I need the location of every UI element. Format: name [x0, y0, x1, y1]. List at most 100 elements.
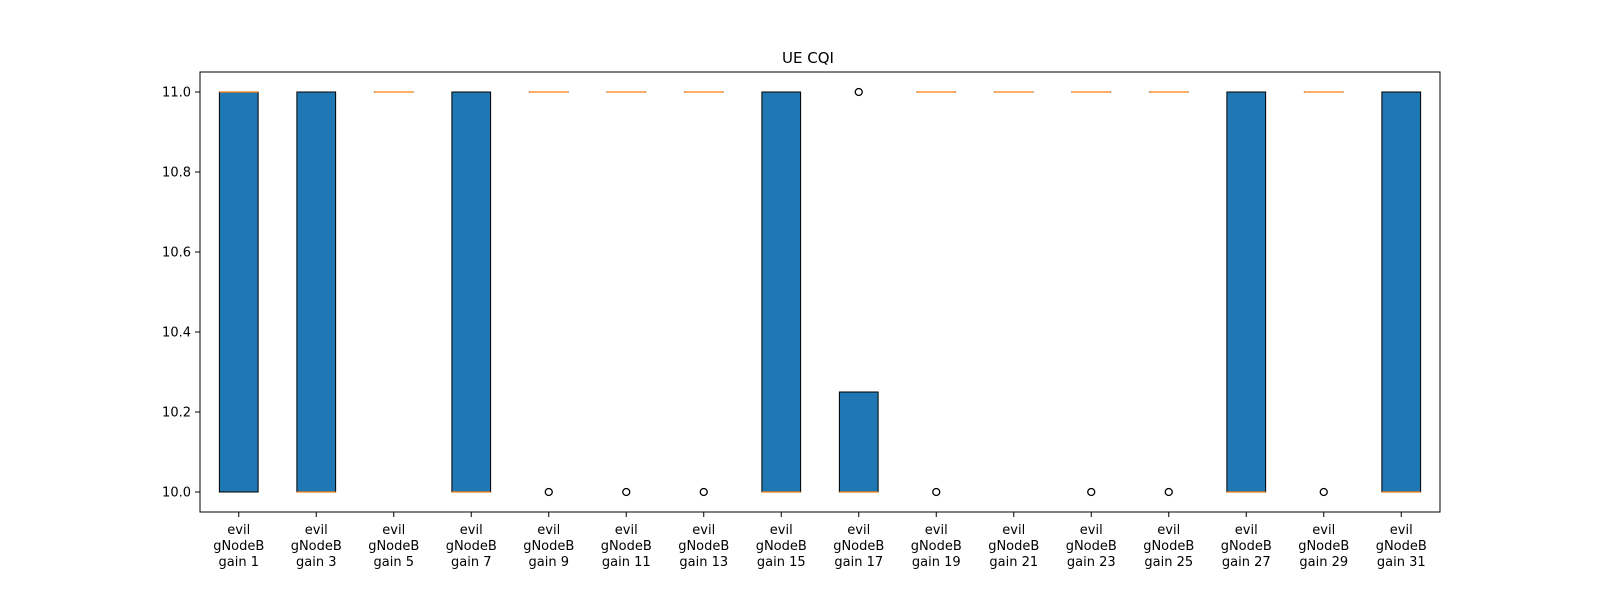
- x-tick-label-line: gain 7: [451, 555, 491, 570]
- x-tick-label-line: gNodeB: [988, 539, 1039, 554]
- x-tick-label-line: gain 27: [1222, 555, 1271, 570]
- x-tick-label-line: gain 29: [1299, 555, 1348, 570]
- x-tick-label-line: gNodeB: [1143, 539, 1194, 554]
- x-tick-label-line: evil: [1312, 523, 1335, 538]
- x-tick-label-line: gNodeB: [213, 539, 264, 554]
- outlier-point: [854, 87, 863, 97]
- x-tick-label: evil gNodeB gain 23: [1066, 523, 1117, 570]
- y-tick-label: 10.0: [162, 486, 191, 501]
- box-group: [451, 91, 492, 493]
- x-tick-label-line: gNodeB: [1298, 539, 1349, 554]
- box-body: [761, 91, 802, 493]
- x-tick-label-line: evil: [537, 523, 560, 538]
- x-tick-label-line: evil: [1235, 523, 1258, 538]
- x-tick-label-line: evil: [1080, 523, 1103, 538]
- outlier-point: [932, 487, 941, 497]
- x-tick-label-line: gain 3: [296, 555, 336, 570]
- x-tick-label-line: evil: [1390, 523, 1413, 538]
- x-tick-label-line: gNodeB: [1066, 539, 1117, 554]
- x-tick-label-line: gain 17: [834, 555, 883, 570]
- outlier-point: [544, 487, 553, 497]
- x-tick-label-line: gain 19: [912, 555, 961, 570]
- outlier-point: [1319, 487, 1328, 497]
- box-body: [1226, 91, 1267, 493]
- y-tick-label: 10.2: [162, 406, 191, 421]
- x-tick-label-line: gNodeB: [833, 539, 884, 554]
- x-tick-label-line: gain 9: [529, 555, 569, 570]
- x-tick-label-line: gNodeB: [368, 539, 419, 554]
- x-tick-label: evil gNodeB gain 15: [756, 523, 807, 570]
- outlier-point: [1087, 487, 1096, 497]
- x-tick-label: evil gNodeB gain 25: [1143, 523, 1194, 570]
- box-group: [838, 87, 879, 493]
- x-tick-label: evil gNodeB gain 3: [291, 523, 342, 570]
- x-tick-label-line: gain 21: [989, 555, 1038, 570]
- x-tick-label: evil gNodeB gain 13: [678, 523, 729, 570]
- x-tick-label-line: evil: [1157, 523, 1180, 538]
- y-tick-label: 10.4: [162, 326, 191, 341]
- outlier-point: [622, 487, 631, 497]
- box-body: [451, 91, 492, 493]
- x-tick-label-line: evil: [382, 523, 405, 538]
- x-tick-label: evil gNodeB gain 9: [523, 523, 574, 570]
- box-group: [1071, 91, 1112, 497]
- x-tick-label-line: gNodeB: [1376, 539, 1427, 554]
- x-tick-label: evil gNodeB gain 17: [833, 523, 884, 570]
- box-group: [606, 91, 647, 497]
- box-group: [1303, 91, 1344, 497]
- x-tick-label-line: gNodeB: [291, 539, 342, 554]
- x-tick-label-line: evil: [227, 523, 250, 538]
- x-tick-label-line: gain 23: [1067, 555, 1116, 570]
- box-group: [1381, 91, 1422, 493]
- box-group: [218, 91, 259, 493]
- x-tick-label-line: gNodeB: [911, 539, 962, 554]
- x-tick-label-line: evil: [1002, 523, 1025, 538]
- x-tick-label: evil gNodeB gain 31: [1376, 523, 1427, 570]
- box-group: [1148, 91, 1189, 497]
- x-tick-label-line: evil: [925, 523, 948, 538]
- outlier-point: [1164, 487, 1173, 497]
- x-tick-label-line: gain 25: [1144, 555, 1193, 570]
- box-group: [296, 91, 337, 493]
- box-group: [916, 91, 957, 497]
- x-tick-label: evil gNodeB gain 1: [213, 523, 264, 570]
- x-tick-label-line: gNodeB: [1221, 539, 1272, 554]
- x-tick-label-line: gNodeB: [523, 539, 574, 554]
- x-tick-label: evil gNodeB gain 11: [601, 523, 652, 570]
- y-tick-label: 10.6: [162, 246, 191, 261]
- box-group: [761, 91, 802, 493]
- x-tick-label-line: gNodeB: [678, 539, 729, 554]
- x-tick-label-line: evil: [305, 523, 328, 538]
- x-tick-label: evil gNodeB gain 21: [988, 523, 1039, 570]
- y-tick-label: 11.0: [162, 86, 191, 101]
- x-tick-label-line: gain 5: [374, 555, 414, 570]
- box-group: [683, 91, 724, 497]
- plot-frame: [199, 71, 1441, 513]
- x-tick-label-line: gain 31: [1377, 555, 1426, 570]
- box-group: [528, 91, 569, 497]
- outlier-point: [699, 487, 708, 497]
- x-tick-label-line: evil: [615, 523, 638, 538]
- chart-title: UE CQI: [782, 49, 834, 67]
- box-body: [218, 91, 259, 493]
- x-tick-label: evil gNodeB gain 7: [446, 523, 497, 570]
- x-tick-label-line: evil: [770, 523, 793, 538]
- y-axis: 10.0 10.2 10.4 10.6 10.8 11.0: [162, 86, 200, 501]
- x-tick-label-line: evil: [847, 523, 870, 538]
- x-tick-label: evil gNodeB gain 27: [1221, 523, 1272, 570]
- x-tick-label-line: evil: [460, 523, 483, 538]
- x-tick-label-line: gNodeB: [601, 539, 652, 554]
- box-body: [296, 91, 337, 493]
- x-tick-label: evil gNodeB gain 5: [368, 523, 419, 570]
- boxes-layer: [218, 87, 1422, 497]
- x-tick-label-line: gain 13: [679, 555, 728, 570]
- x-tick-label-line: gain 11: [602, 555, 651, 570]
- box-body: [1381, 91, 1422, 493]
- x-tick-label-line: gNodeB: [446, 539, 497, 554]
- box-group: [1226, 91, 1267, 493]
- x-tick-label-line: evil: [692, 523, 715, 538]
- x-tick-label: evil gNodeB gain 29: [1298, 523, 1349, 570]
